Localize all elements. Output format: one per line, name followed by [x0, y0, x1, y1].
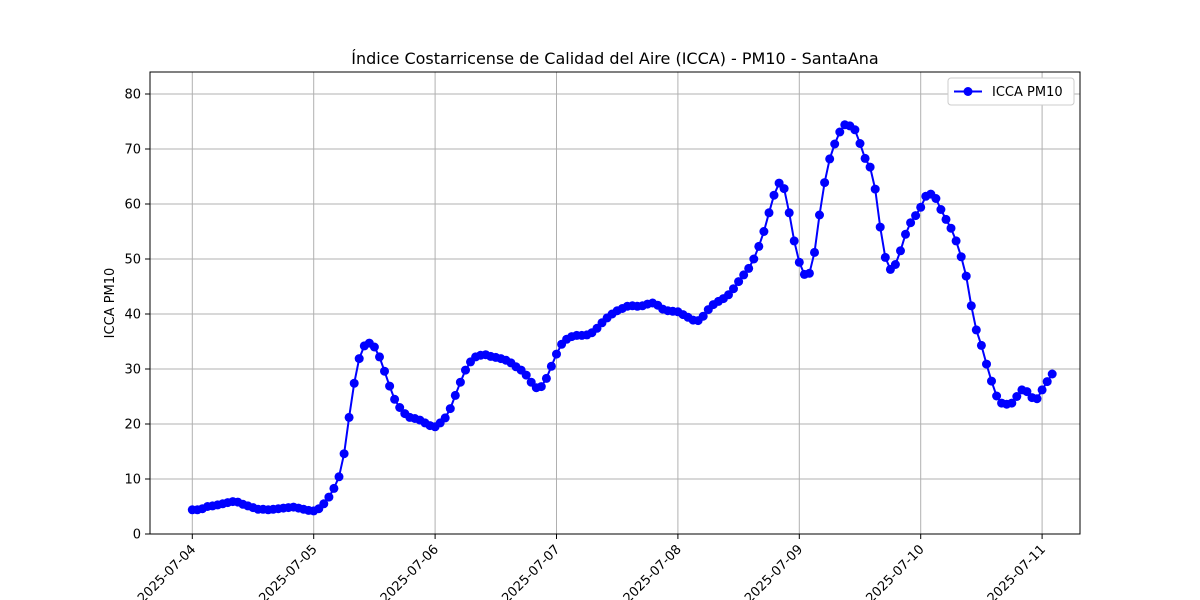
data-point [896, 246, 905, 256]
y-tick-label: 50 [124, 253, 141, 268]
y-tick-label: 30 [124, 363, 141, 378]
data-point [982, 359, 991, 369]
data-point [324, 492, 334, 502]
data-point [1012, 392, 1022, 401]
data-point [1022, 387, 1032, 397]
data-point [724, 290, 733, 300]
data-point [1037, 385, 1047, 395]
data-point [744, 263, 754, 273]
data-point [541, 373, 551, 383]
data-point [319, 499, 329, 509]
data-point [901, 229, 910, 239]
data-point [1042, 377, 1052, 387]
data-point [810, 247, 819, 257]
legend-box [947, 77, 1075, 106]
data-point [906, 218, 916, 228]
legend-label: ICCA PM10 [992, 85, 1063, 100]
data-point [380, 366, 389, 376]
y-tick-label: 60 [124, 198, 141, 213]
data-point [329, 483, 339, 493]
data-point [1007, 398, 1017, 408]
y-tick-label: 40 [124, 308, 141, 323]
y-axis: 0 10 20 30 40 50 60 70 80 [124, 88, 150, 543]
data-point [825, 154, 835, 164]
y-tick-label: 70 [124, 143, 141, 158]
data-point [754, 241, 764, 251]
data-point [992, 391, 1002, 401]
data-point [385, 381, 395, 391]
data-point [987, 376, 996, 386]
data-point [445, 404, 455, 414]
data-point [440, 413, 450, 423]
data-point [455, 377, 465, 387]
data-point [850, 125, 860, 135]
data-point [521, 370, 531, 380]
y-tick-label: 80 [124, 88, 141, 103]
data-point [759, 227, 769, 236]
data-point [815, 210, 824, 220]
data-point [971, 325, 981, 335]
data-point [789, 236, 799, 246]
data-point [734, 277, 744, 287]
data-point [951, 236, 961, 246]
data-point [552, 349, 561, 359]
data-point [804, 268, 814, 278]
data-point [461, 365, 470, 375]
data-point [749, 254, 759, 264]
data-point [794, 257, 804, 267]
plot-frame [149, 71, 1081, 535]
data-point [546, 361, 556, 371]
data-point [395, 403, 405, 412]
data-point [536, 382, 546, 392]
data-point [936, 205, 946, 214]
data-point [339, 449, 349, 459]
data-point [334, 472, 344, 482]
data-point [835, 127, 845, 137]
data-point [779, 184, 789, 194]
data-point [1047, 369, 1057, 379]
data-point [764, 208, 774, 218]
data-point [890, 260, 900, 269]
data-point [349, 378, 359, 388]
data-point [870, 184, 880, 194]
data-point [916, 202, 926, 212]
data-point [875, 222, 885, 232]
data-point [375, 352, 384, 362]
chart-title: Índice Costarricense de Calidad del Aire… [351, 49, 878, 68]
data-point [941, 214, 951, 224]
data-point [860, 153, 870, 163]
data-point [739, 270, 749, 280]
data-point [784, 208, 794, 218]
data-point [956, 252, 966, 262]
data-point [390, 394, 400, 404]
legend-marker-swatch [963, 87, 973, 96]
y-tick-label: 20 [124, 418, 141, 433]
data-point [1032, 394, 1042, 404]
data-point [769, 190, 779, 200]
data-point [820, 178, 830, 188]
data-point [698, 311, 708, 321]
data-point [911, 211, 921, 221]
data-point [450, 390, 460, 400]
data-point [830, 139, 840, 149]
data-point [344, 412, 354, 422]
y-tick-label: 10 [124, 473, 141, 488]
data-point [931, 194, 941, 203]
data-point [855, 139, 865, 148]
series-icca-pm10 [187, 120, 1057, 516]
data-point [976, 340, 986, 350]
data-point [946, 223, 956, 233]
data-point [966, 301, 976, 311]
y-axis-title: ICCA PM10 [103, 268, 118, 339]
y-tick-label: 0 [133, 528, 141, 543]
data-point [354, 354, 364, 364]
legend: ICCA PM10 [947, 77, 1075, 106]
data-point [865, 162, 875, 172]
data-point [880, 252, 890, 262]
data-point [369, 342, 379, 352]
data-point [961, 271, 971, 281]
data-point [729, 284, 738, 294]
